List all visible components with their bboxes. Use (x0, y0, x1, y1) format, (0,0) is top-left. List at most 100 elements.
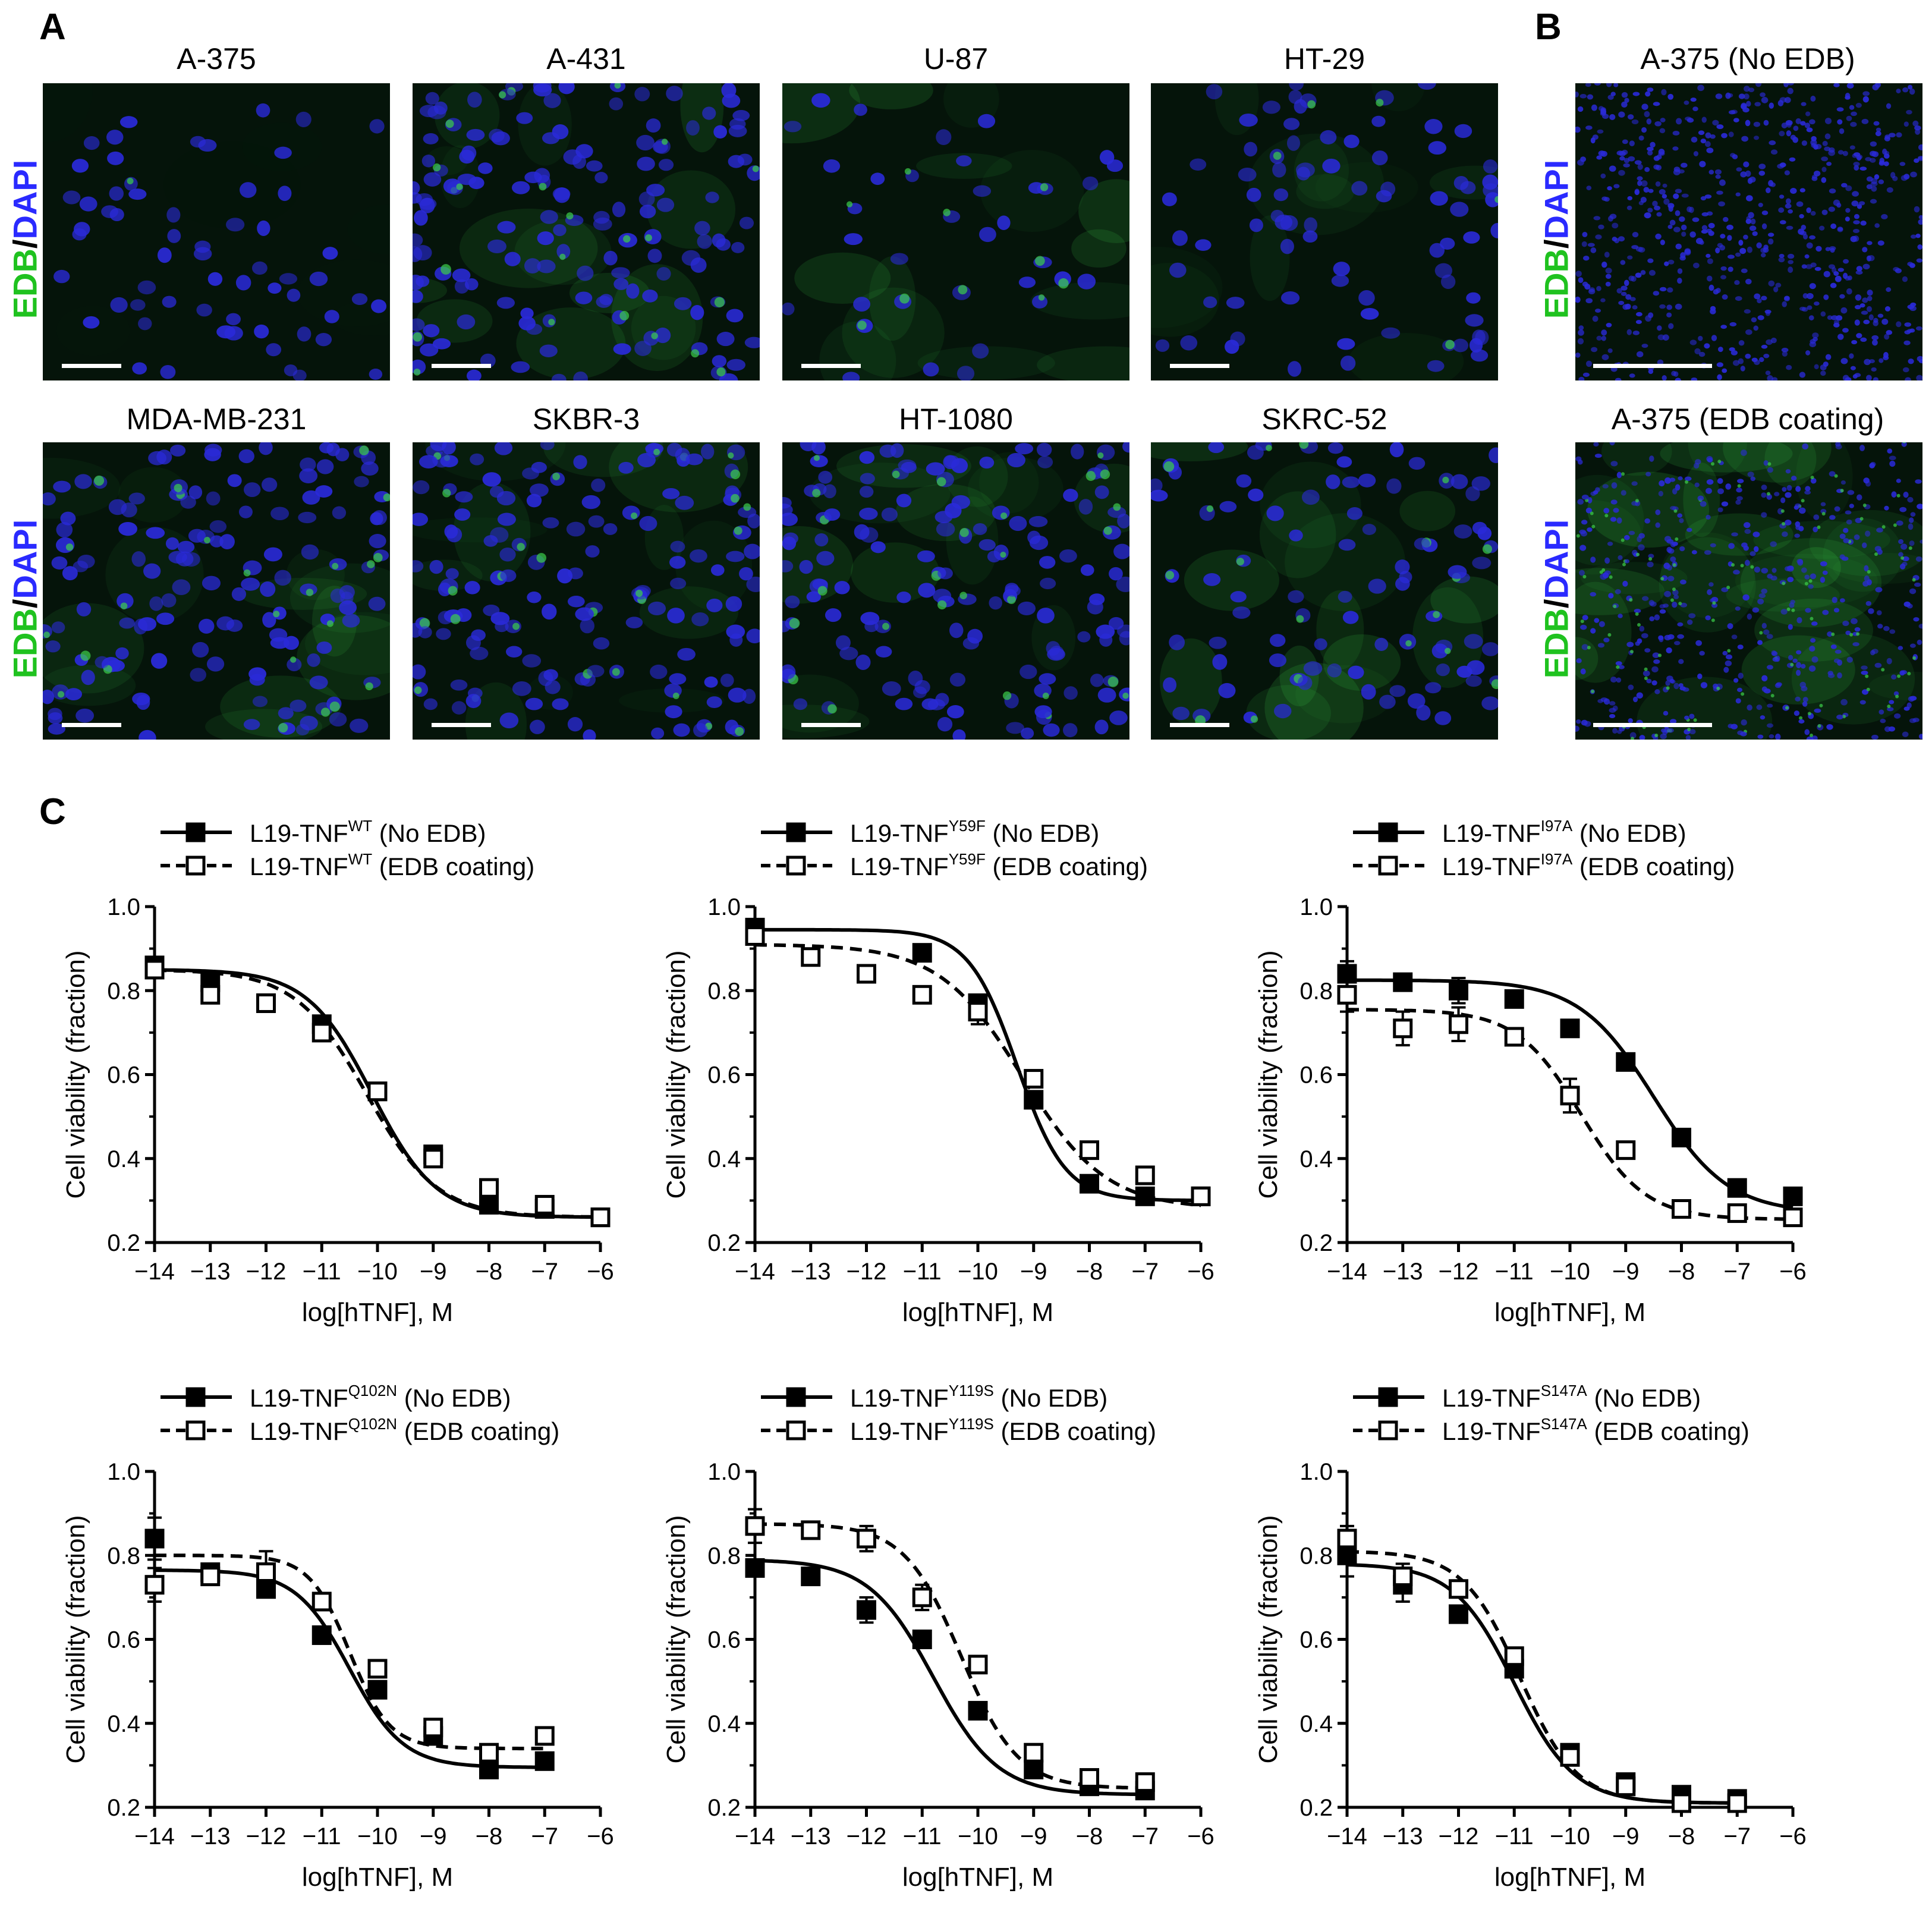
x-tick-label: −7 (1131, 1259, 1159, 1285)
y-tick-label: 0.2 (107, 1230, 140, 1256)
y-tick-label: 0.2 (707, 1230, 741, 1256)
y-tick-label: 0.4 (107, 1146, 140, 1172)
data-point-edb-coating (1337, 985, 1357, 1005)
data-point-no-edb (479, 1759, 499, 1779)
x-tick-label: −12 (1439, 1823, 1479, 1850)
legend-marker (185, 856, 206, 876)
data-point-edb-coating (1560, 1086, 1580, 1106)
micrograph-u87 (782, 83, 1129, 380)
scale-bar (432, 364, 491, 368)
x-axis-label: log[hTNF], M (302, 1298, 453, 1327)
panel-label-a: A (39, 7, 66, 48)
x-tick-label: −11 (303, 1823, 341, 1850)
y-axis-label: Cell viability (fraction) (61, 1515, 90, 1763)
x-tick-label: −9 (1020, 1259, 1047, 1285)
micrograph-mda-mb-231 (43, 442, 390, 740)
data-point-no-edb (1080, 1174, 1099, 1194)
x-tick-label: −13 (190, 1259, 231, 1285)
micrograph-a375 (43, 83, 390, 380)
y-tick-label: 0.2 (707, 1795, 741, 1821)
x-tick-label: −11 (903, 1823, 942, 1850)
legend-label: L19-TNFQ102N (No EDB) (250, 1382, 511, 1412)
data-point-no-edb (311, 1625, 332, 1645)
chart-s147a: L19-TNFS147A (No EDB) L19-TNFS147A (EDB c… (1246, 1379, 1817, 1902)
data-point-edb-coating (912, 985, 932, 1005)
micrograph-skbr3 (413, 442, 760, 740)
y-tick-label: 0.6 (707, 1062, 741, 1089)
data-point-edb-coating (801, 947, 821, 967)
data-point-edb-coating (534, 1726, 555, 1746)
data-point-no-edb (1560, 1018, 1580, 1039)
data-point-no-edb (912, 1630, 932, 1649)
x-tick-label: −8 (1668, 1259, 1695, 1285)
x-tick-label: −13 (190, 1823, 231, 1850)
x-tick-label: −10 (1550, 1259, 1590, 1285)
y-tick-label: 0.8 (1299, 978, 1333, 1004)
fit-curve-edb-coating (1347, 1008, 1793, 1221)
x-tick-label: −11 (1495, 1823, 1534, 1850)
x-tick-label: −10 (357, 1259, 398, 1285)
data-point-edb-coating (1080, 1140, 1099, 1160)
x-tick-label: −10 (1550, 1823, 1590, 1850)
x-tick-label: −14 (134, 1259, 175, 1285)
data-point-edb-coating (1135, 1772, 1155, 1792)
y-axis-label: Cell viability (fraction) (662, 950, 691, 1199)
image-title-ht29: HT-29 (1283, 42, 1365, 76)
data-point-edb-coating (912, 1587, 932, 1608)
data-point-no-edb (1616, 1052, 1636, 1072)
data-point-edb-coating (144, 960, 165, 980)
data-point-edb-coating (1080, 1768, 1099, 1788)
chart-y59f: L19-TNFY59F (No EDB) L19-TNFY59F (EDB coa… (654, 814, 1225, 1338)
x-tick-label: −12 (1439, 1259, 1479, 1285)
data-point-no-edb (1672, 1127, 1691, 1147)
x-tick-label: −14 (134, 1823, 175, 1850)
data-point-edb-coating (1135, 1165, 1155, 1185)
x-tick-label: −13 (1383, 1259, 1423, 1285)
x-tick-label: −14 (735, 1259, 775, 1285)
scale-bar (62, 723, 121, 727)
stain-label-row2: EDB/DAPI (6, 519, 44, 679)
data-point-edb-coating (968, 1655, 988, 1675)
micrograph-skrc52 (1151, 442, 1498, 740)
data-point-edb-coating (1783, 1207, 1803, 1228)
scale-bar (1170, 723, 1229, 727)
y-tick-label: 0.4 (707, 1711, 741, 1737)
image-title-ht1080: HT-1080 (899, 402, 1013, 436)
y-tick-label: 0.4 (707, 1146, 741, 1172)
image-title-a431: A-431 (546, 42, 626, 76)
y-tick-label: 0.2 (1299, 1230, 1333, 1256)
data-point-edb-coating (1616, 1776, 1636, 1797)
chart-y119s: L19-TNFY119S (No EDB) L19-TNFY119S (EDB c… (654, 1379, 1225, 1902)
x-axis-label: log[hTNF], M (902, 1298, 1053, 1327)
x-tick-label: −6 (1779, 1259, 1807, 1285)
data-point-edb-coating (745, 926, 765, 946)
x-tick-label: −11 (1495, 1259, 1534, 1285)
y-tick-label: 1.0 (707, 894, 741, 920)
legend-label: L19-TNFY59F (No EDB) (850, 817, 1099, 847)
x-tick-label: −7 (1723, 1823, 1751, 1850)
legend-marker (1378, 1420, 1398, 1440)
image-title-skbr3: SKBR-3 (532, 402, 640, 436)
x-tick-label: −14 (735, 1823, 775, 1850)
data-point-edb-coating (479, 1743, 499, 1763)
scale-bar (62, 364, 121, 368)
y-tick-label: 0.6 (107, 1627, 140, 1653)
y-tick-label: 0.4 (1299, 1146, 1333, 1172)
legend-label: L19-TNFWT (No EDB) (250, 817, 486, 847)
data-point-no-edb (912, 943, 932, 963)
data-point-edb-coating (1504, 1027, 1524, 1047)
x-tick-label: −13 (791, 1259, 831, 1285)
data-point-edb-coating (1616, 1140, 1636, 1160)
stain-label-b-top: EDB/DAPI (1537, 159, 1575, 319)
y-tick-label: 0.6 (1299, 1062, 1333, 1089)
scale-bar (432, 723, 491, 727)
y-tick-label: 0.8 (707, 978, 741, 1004)
data-point-edb-coating (1560, 1747, 1580, 1767)
data-point-edb-coating (857, 964, 876, 984)
fit-curve-no-edb (155, 1568, 545, 1769)
data-point-edb-coating (534, 1194, 555, 1215)
x-tick-label: −11 (303, 1259, 341, 1285)
x-tick-label: −14 (1327, 1259, 1367, 1285)
legend-label: L19-TNFY59F (EDB coating) (850, 850, 1148, 880)
data-point-edb-coating (423, 1718, 443, 1738)
